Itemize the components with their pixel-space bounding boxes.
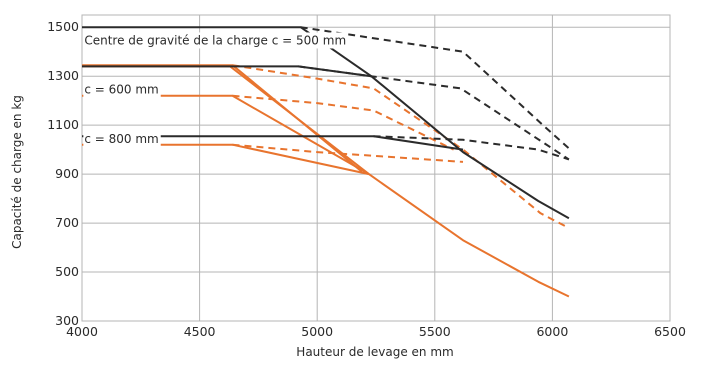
grid-lines bbox=[81, 14, 671, 322]
series-line-black-dashed bbox=[373, 135, 570, 161]
plot-frame bbox=[81, 14, 671, 322]
series-line-orange-dashed bbox=[232, 94, 455, 151]
series-line-orange-solid bbox=[82, 94, 570, 298]
annotation-background bbox=[83, 81, 161, 98]
x-tick-label: 6500 bbox=[654, 324, 686, 339]
series-line-orange-dashed bbox=[232, 64, 570, 229]
annotation: Centre de gravité de la charge c = 500 m… bbox=[83, 32, 349, 49]
data-series bbox=[82, 26, 570, 298]
y-tick-label: 300 bbox=[55, 313, 79, 328]
y-axis-title: Capacité de charge en kg bbox=[10, 95, 24, 249]
annotation-text: Centre de gravité de la charge c = 500 m… bbox=[84, 33, 346, 47]
x-tick-label: 4000 bbox=[66, 324, 98, 339]
x-tick-label: 6000 bbox=[536, 324, 568, 339]
tick-labels: 4000 4500 5000 5500 6000 6500 300 500 700 900 1100… bbox=[47, 19, 686, 339]
y-tick-label: 1300 bbox=[47, 68, 79, 83]
annotation-background bbox=[83, 32, 349, 49]
annotation-text: c = 800 mm bbox=[84, 132, 158, 146]
curve-annotations: Centre de gravité de la charge c = 500 m… bbox=[83, 32, 349, 148]
annotation-background bbox=[83, 131, 161, 148]
annotation: c = 600 mm bbox=[83, 81, 161, 98]
y-tick-label: 500 bbox=[55, 264, 79, 279]
annotation: c = 800 mm bbox=[83, 131, 161, 148]
x-tick-label: 4500 bbox=[184, 324, 216, 339]
series-line-orange-solid bbox=[82, 64, 363, 173]
x-tick-label: 5000 bbox=[301, 324, 333, 339]
y-tick-label: 900 bbox=[55, 166, 79, 181]
y-tick-label: 1100 bbox=[47, 117, 79, 132]
x-tick-label: 5500 bbox=[419, 324, 451, 339]
x-axis-title: Hauteur de levage en mm bbox=[296, 345, 453, 359]
series-line-black-solid bbox=[82, 26, 570, 220]
y-tick-label: 700 bbox=[55, 215, 79, 230]
series-line-black-dashed bbox=[298, 65, 570, 161]
y-tick-label: 1500 bbox=[47, 19, 79, 34]
annotation-text: c = 600 mm bbox=[84, 83, 158, 97]
series-line-orange-dashed bbox=[232, 143, 464, 163]
